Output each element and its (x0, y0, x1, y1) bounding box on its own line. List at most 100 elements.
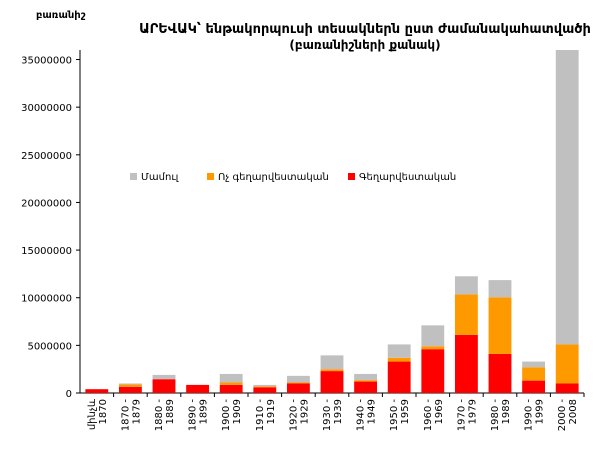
x-tick-label: մինչև 1870 (87, 398, 109, 430)
bar-segment (253, 387, 277, 393)
bar-segment (320, 355, 344, 370)
y-tick-label: 30000000 (21, 103, 72, 114)
bar-segment (488, 297, 512, 354)
bar-segment (488, 353, 512, 393)
legend-label: Ոչ գեղարվեստական (218, 172, 329, 183)
legend-label: Մամուլ (141, 172, 180, 183)
bar-segment (387, 357, 411, 362)
bar-segment (186, 384, 210, 393)
x-tick-label-line: 1909 (232, 399, 243, 424)
legend-swatch (348, 173, 355, 180)
bar-segment (152, 374, 176, 380)
bar-segment (488, 280, 512, 298)
x-tick-label-line: 1879 (131, 399, 142, 424)
x-tick-label-line: 1900 - (221, 399, 232, 432)
bar-segment (219, 373, 243, 383)
bar-segment (253, 384, 277, 387)
x-tick-label: 2000 -2008 (557, 399, 579, 432)
bar-segment (454, 276, 478, 295)
x-tick-label: 1990 -1999 (524, 399, 546, 432)
bar-segment (454, 294, 478, 335)
bar-segment (219, 384, 243, 393)
x-tick-label-line: 1989 (501, 399, 512, 424)
x-tick-label-line: 1940 - (356, 399, 367, 432)
legend-swatch (207, 173, 214, 180)
x-tick-label-line: 1870 (98, 399, 109, 424)
bar-segment (522, 380, 546, 393)
bar-segment (522, 367, 546, 381)
x-tick-label-line: 1929 (299, 399, 310, 424)
legend-swatch (130, 173, 137, 180)
x-tick-label-line: 1919 (266, 399, 277, 424)
bar-segment (522, 361, 546, 368)
y-tick-label: 15000000 (21, 246, 72, 257)
y-tick-label: 20000000 (21, 198, 72, 209)
bar-segment (320, 369, 344, 372)
x-tick-label: 1920 -1929 (288, 399, 310, 432)
bar-segment (286, 375, 310, 383)
y-tick-label: 35000000 (21, 56, 72, 67)
x-tick-label: 1950 -1959 (389, 399, 411, 432)
y-tick-label: 25000000 (21, 151, 72, 162)
x-tick-label-line: 1950 - (389, 399, 400, 432)
bar-segment (387, 361, 411, 393)
x-tick-label-line: 1999 (535, 399, 546, 424)
bar-segment (219, 382, 243, 385)
bar-segment (387, 344, 411, 358)
bar-segment (421, 346, 445, 350)
x-tick-label-line: 1980 - (490, 399, 501, 432)
x-tick-label: 1880 -1889 (154, 399, 176, 432)
x-tick-label-line: 1979 (467, 399, 478, 424)
x-tick-label-line: 1970 - (456, 399, 467, 432)
x-tick-label-line: 1870 - (120, 399, 131, 432)
y-tick-label: 10000000 (21, 294, 72, 305)
x-tick-label-line: 1990 - (524, 399, 535, 432)
y-tick-label: 5000000 (27, 341, 72, 352)
bar-segment (85, 389, 109, 393)
x-tick-label: 1970 -1979 (456, 399, 478, 432)
x-tick-label: 1940 -1949 (356, 399, 378, 432)
bar-segment (421, 349, 445, 393)
y-tick-label: 0 (66, 389, 72, 400)
x-tick-label: 1960 -1969 (423, 399, 445, 432)
x-tick-label-line: 1960 - (423, 399, 434, 432)
x-tick-label-line: 1969 (434, 399, 445, 424)
x-tick-label: 1980 -1989 (490, 399, 512, 432)
bar-segment (354, 373, 378, 381)
bar-segment (253, 386, 277, 388)
bar-segment (555, 383, 579, 393)
x-tick-label-line: 1889 (165, 399, 176, 424)
x-tick-label-line: 1890 - (188, 399, 199, 432)
x-tick-label-line: 1880 - (154, 399, 165, 432)
bar-segment (421, 325, 445, 347)
bar-segment (555, 50, 579, 345)
x-tick-label: 1870 -1879 (120, 399, 142, 432)
bar-segment (320, 371, 344, 393)
bar-segment (118, 386, 142, 393)
bar-segment (286, 383, 310, 393)
x-tick-label-line: 1939 (333, 399, 344, 424)
x-tick-label-line: 2008 (568, 399, 579, 424)
chart-subtitle: (բառանիշների քանակ) (289, 38, 441, 52)
bar-segment (555, 344, 579, 384)
x-tick-label-line: 1930 - (322, 399, 333, 432)
x-tick-label-line: 1959 (400, 399, 411, 424)
chart-title: ԱՐԵՎԱԿ՝ ենթակորպուսի տեսակներն ըստ ժաման… (139, 22, 591, 37)
x-tick-label-line: 1949 (367, 399, 378, 424)
y-axis-title: բառանիշ (36, 10, 86, 21)
bar-segment (118, 384, 142, 387)
legend-label: Գեղարվեստական (359, 172, 456, 183)
x-tick-label-line: 1910 - (255, 399, 266, 432)
bar-segment (286, 382, 310, 384)
bar-segment (354, 381, 378, 393)
bar-segment (152, 379, 176, 393)
x-tick-label: 1890 -1899 (188, 399, 210, 432)
x-tick-label-line: 1899 (199, 399, 210, 424)
x-tick-label-line: մինչև (87, 398, 98, 430)
bar-segment (354, 380, 378, 382)
x-tick-label-line: 2000 - (557, 399, 568, 432)
x-tick-label-line: 1920 - (288, 399, 299, 432)
bar-segment (118, 383, 142, 385)
